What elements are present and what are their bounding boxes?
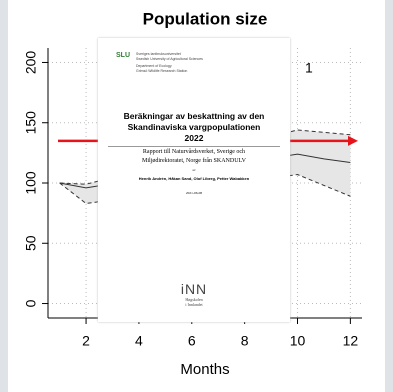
by: av bbox=[98, 168, 290, 172]
y-tick-label: 50 bbox=[23, 235, 39, 251]
x-tick-label: 2 bbox=[82, 333, 90, 349]
title-line: 2022 bbox=[98, 133, 290, 144]
publisher-logo: iNN bbox=[98, 281, 290, 297]
header: SLU Sveriges lantbruksuniversitet Swedis… bbox=[116, 52, 290, 73]
y-tick-label: 200 bbox=[23, 51, 39, 75]
y-tick-label: 150 bbox=[23, 111, 39, 135]
publisher-line: i Innlandet bbox=[98, 302, 290, 307]
title-line: Beräkningar av beskattning av den bbox=[98, 111, 290, 122]
report-cover: SLU Sveriges lantbruksuniversitet Swedis… bbox=[98, 38, 290, 322]
x-tick-label: 10 bbox=[290, 333, 306, 349]
subtitle-line: Rapport till Naturvårdsverket, Sverige o… bbox=[98, 148, 290, 157]
page: Population size Months 1 246810120501001… bbox=[0, 0, 393, 392]
x-axis-label: Months bbox=[180, 361, 229, 378]
logo: SLU bbox=[116, 52, 130, 59]
chart-title: Population size bbox=[143, 9, 268, 28]
x-tick-label: 4 bbox=[135, 333, 143, 349]
y-tick-label: 100 bbox=[23, 171, 39, 195]
x-tick-label: 8 bbox=[241, 333, 249, 349]
x-tick-label: 6 bbox=[188, 333, 196, 349]
x-tick-label: 12 bbox=[343, 333, 359, 349]
org-line: Swedish University of Agricultural Scien… bbox=[136, 57, 203, 62]
org: Sveriges lantbruksuniversitet Swedish Un… bbox=[136, 52, 203, 73]
y-tick-label: 0 bbox=[23, 299, 39, 307]
report-title: Beräkningar av beskattning av den Skandi… bbox=[98, 111, 290, 144]
date: 2021-06-08 bbox=[98, 191, 290, 195]
report-subtitle: Rapport till Naturvårdsverket, Sverige o… bbox=[98, 148, 290, 166]
subtitle-line: Miljødirektoratet, Norge från SKANDULV bbox=[98, 157, 290, 166]
authors: Henrik Andrén, Håkan Sand, Olof Liberg, … bbox=[98, 176, 290, 181]
title-line: Skandinaviska vargpopulationen bbox=[98, 122, 290, 133]
dept-line: Grimsö Wildlife Research Station bbox=[136, 69, 203, 74]
